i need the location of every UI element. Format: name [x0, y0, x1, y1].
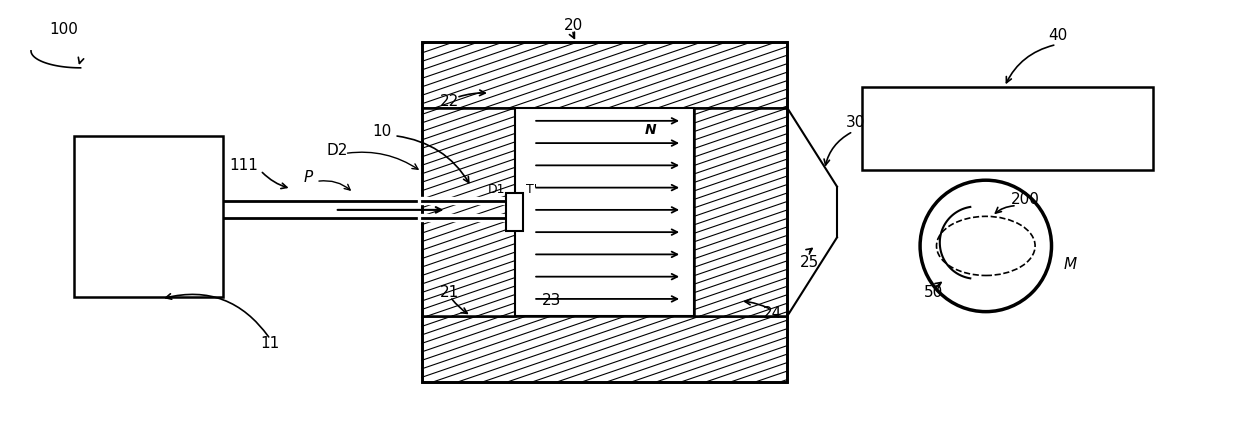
Text: 22: 22	[440, 94, 460, 109]
Text: 25: 25	[800, 255, 820, 270]
Bar	[862, 87, 1153, 170]
Text: 50: 50	[924, 285, 944, 300]
Text: 40: 40	[1048, 28, 1068, 43]
Text: 24: 24	[763, 306, 782, 321]
Bar	[515, 108, 694, 316]
Text: 21: 21	[440, 285, 460, 300]
Bar	[422, 108, 515, 316]
Text: P: P	[304, 170, 312, 185]
Text: N: N	[645, 123, 656, 137]
Text: T': T'	[526, 183, 537, 196]
Text: D1: D1	[487, 183, 505, 196]
Text: 111: 111	[229, 158, 258, 173]
Text: 11: 11	[260, 336, 280, 351]
Text: 10: 10	[372, 124, 392, 139]
Bar	[694, 108, 787, 316]
Text: 200: 200	[1011, 192, 1039, 206]
Text: 23: 23	[542, 293, 562, 308]
Bar	[74, 136, 223, 297]
Bar	[422, 316, 787, 382]
Text: 20: 20	[564, 18, 584, 33]
Bar	[422, 42, 787, 108]
Bar	[422, 42, 787, 382]
Text: 100: 100	[50, 22, 78, 37]
Bar	[506, 193, 523, 231]
Text: 30: 30	[846, 115, 866, 130]
Text: D2: D2	[326, 143, 347, 158]
Text: M: M	[1064, 257, 1078, 272]
